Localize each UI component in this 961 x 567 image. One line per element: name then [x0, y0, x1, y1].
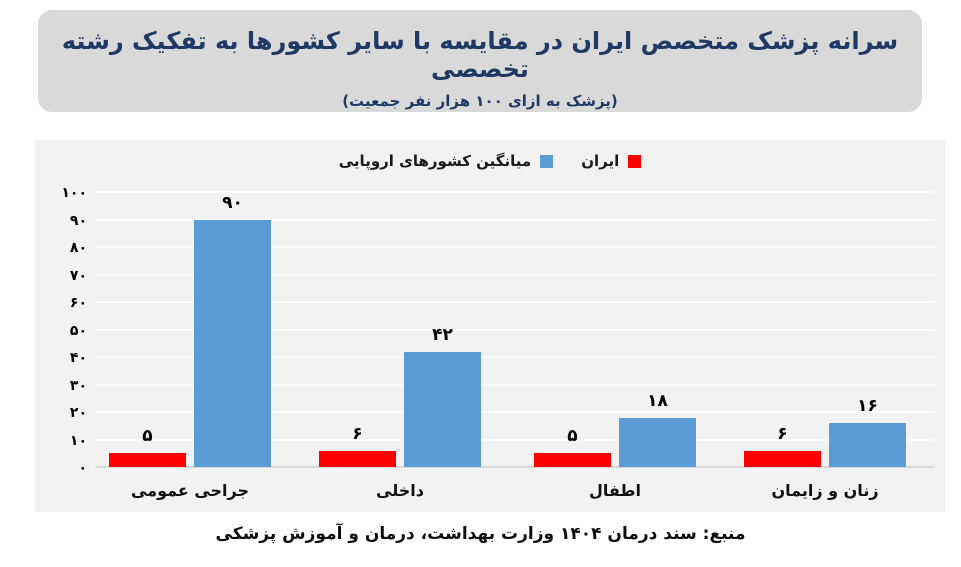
bar-group-3: ۶ ۱۶ — [744, 396, 906, 467]
y-axis-tick: ۳۰ — [69, 377, 87, 394]
bar-europe-1: ۴۲ — [404, 325, 481, 467]
bar-europe-0: ۹۰ — [194, 193, 271, 467]
y-axis-tick: ۴۰ — [69, 350, 87, 366]
source-note: منبع: سند درمان ۱۴۰۴ وزارت بهداشت، درمان… — [215, 524, 746, 544]
y-axis-tick: ۱۰۰ — [61, 185, 87, 201]
category-label-0: جراحی عمومی — [130, 481, 250, 500]
chart-legend: ایران میانگین کشورهای اروپایی — [35, 152, 945, 170]
legend-label: میانگین کشورهای اروپایی — [338, 152, 532, 170]
bar-europe-3: ۱۶ — [829, 396, 906, 467]
gridline — [95, 466, 935, 468]
gridline — [95, 191, 935, 193]
bar-value-label: ۱۶ — [857, 396, 878, 416]
chart-subtitle: (پزشک به ازای ۱۰۰ هزار نفر جمعیت) — [342, 92, 618, 110]
bar-iran-1: ۶ — [319, 424, 396, 467]
chart-title: سرانه پزشک متخصص ایران در مقایسه با سایر… — [61, 27, 899, 83]
gridline — [95, 356, 935, 358]
gridline — [95, 411, 935, 413]
y-axis-tick: ۰ — [78, 460, 87, 476]
y-axis-tick: ۸۰ — [69, 240, 87, 256]
chart-panel: ایران میانگین کشورهای اروپایی ۱۰۰ ۹۰ ۸۰ ۷۰ ۶۰… — [35, 140, 945, 512]
bar-group-2: ۵ ۱۸ — [534, 391, 696, 467]
gridline — [95, 328, 935, 331]
bar-iran-3: ۶ — [744, 424, 821, 467]
y-axis-tick: ۱۰ — [69, 432, 87, 449]
gridline — [95, 246, 935, 248]
bar-iran-0: ۵ — [109, 426, 186, 467]
legend-label: ایران — [581, 152, 620, 170]
bar-iran-2: ۵ — [534, 426, 611, 467]
bar-value-label: ۹۰ — [222, 192, 243, 213]
plot-area: ۱۰۰ ۹۰ ۸۰ ۷۰ ۶۰ ۵۰ ۴۰ ۳۰ ۲۰ ۱۰ ۰ ۵ ۹۰ جراحی عمومی ۶ ۴۲ د… — [61, 185, 935, 500]
bar-value-label: ۴۲ — [432, 324, 453, 345]
category-label-3: زنان و زایمان — [771, 481, 879, 500]
y-axis-tick: ۲۰ — [69, 405, 87, 421]
y-axis-tick: ۵۰ — [69, 322, 87, 339]
bar-europe-2: ۱۸ — [619, 391, 696, 467]
y-axis-tick: ۷۰ — [69, 267, 87, 284]
gridline — [95, 301, 935, 303]
gridline — [95, 273, 935, 276]
legend-item-0: ایران — [581, 152, 642, 170]
legend-item-1: میانگین کشورهای اروپایی — [338, 152, 554, 170]
bar-value-label: ۵ — [567, 426, 578, 447]
bar-group-1: ۶ ۴۲ — [319, 325, 481, 467]
legend-swatch-icon — [628, 154, 642, 168]
category-label-2: اطفال — [589, 481, 641, 500]
chart-header: سرانه پزشک متخصص ایران در مقایسه با سایر… — [38, 10, 922, 112]
bar-value-label: ۶ — [777, 423, 788, 444]
gridline — [95, 218, 935, 221]
y-axis-tick: ۹۰ — [69, 212, 87, 229]
bar-value-label: ۱۸ — [647, 390, 668, 411]
category-label-1: داخلی — [376, 481, 424, 500]
bar-value-label: ۶ — [352, 423, 363, 444]
gridline — [95, 438, 935, 441]
y-axis-tick: ۶۰ — [69, 295, 87, 311]
bar-value-label: ۵ — [142, 426, 153, 447]
legend-swatch-icon — [540, 154, 554, 168]
gridline — [95, 383, 935, 386]
bar-group-0: ۵ ۹۰ — [109, 193, 271, 467]
